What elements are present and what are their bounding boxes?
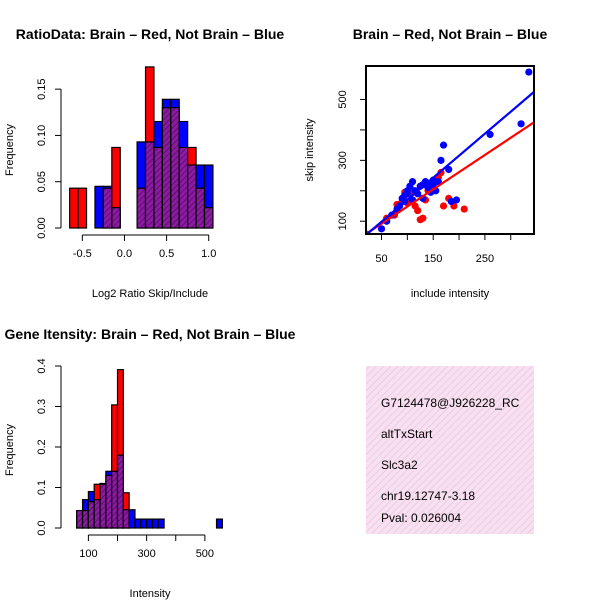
ratio-bar-notbrain (94, 185, 104, 229)
ratio-bar-overlap-hatch (137, 188, 146, 228)
intensity-bar-notbrain (134, 518, 142, 529)
ratio-bar-overlap-hatch (103, 188, 112, 228)
intensity-bar-notbrain (146, 518, 154, 529)
info-location: chr19.12747-3.18 (381, 489, 475, 503)
intensity-x-label: Intensity (130, 588, 171, 600)
scatter-point-notbrain (452, 196, 461, 204)
info-panel: G7124478@J926228_RC altTxStart Slc3a2 ch… (366, 366, 534, 534)
ratio-bar-overlap-hatch (153, 147, 163, 228)
intensity-scatter: Brain – Red, Not Brain – Blue 50 150 250 10… (304, 26, 547, 300)
intensity-y-tick-label: 0.3 (36, 399, 48, 414)
scatter-point-notbrain (517, 120, 525, 128)
scatter-point-notbrain (437, 156, 445, 164)
ratio-bar-overlap-hatch (187, 165, 197, 228)
intensity-y-tick-label: 0.0 (36, 520, 48, 535)
scatter-x-tick-label: 150 (424, 253, 442, 265)
intensity-y-tick-label: 0.4 (36, 358, 48, 373)
ratio-bar-overlap-hatch (162, 107, 171, 228)
ratio-bar-overlap-hatch (145, 141, 154, 228)
intensity-x-tick-label: 500 (196, 548, 214, 560)
scatter-x-tick-label: 50 (375, 253, 387, 265)
scatter-point-brain (439, 202, 448, 210)
intensity-bar-overlap-hatch (88, 501, 95, 528)
intensity-bar-notbrain (140, 518, 148, 529)
ratio-x-tick-label: 1.0 (201, 248, 216, 260)
ratio-y-tick-label: 0.15 (36, 78, 48, 99)
intensity-y-tick-label: 0.2 (36, 439, 48, 454)
ratio-x-tick-label: 0.5 (159, 248, 174, 260)
scatter-point-brain (460, 205, 468, 213)
ratio-histogram-title: RatioData: Brain – Red, Not Brain – Blue (16, 26, 285, 42)
intensity-bar-notbrain (157, 518, 165, 529)
intensity-bar-notbrain (151, 518, 159, 529)
ratio-bar-brain (77, 187, 88, 229)
ratio-histogram: RatioData: Brain – Red, Not Brain – Blue… (4, 26, 284, 300)
scatter-y-label: skip intensity (304, 118, 316, 181)
scatter-point-notbrain (377, 225, 386, 233)
intensity-bar-overlap-hatch (123, 509, 130, 528)
ratio-y-tick-label: 0.00 (36, 217, 48, 238)
intensity-bar-overlap-hatch (100, 484, 106, 528)
scatter-point-notbrain (486, 130, 494, 139)
ratio-x-tick-label: -0.5 (73, 248, 92, 260)
intensity-y-tick-label: 0.1 (36, 480, 48, 495)
scatter-fit-line-notbrain (366, 91, 534, 234)
intensity-bar-notbrain (215, 518, 223, 529)
intensity-histogram-title: Gene Itensity: Brain – Red, Not Brain – … (5, 326, 296, 342)
ratio-x-label: Log2 Ratio Skip/Include (92, 288, 208, 300)
scatter-y-tick-label: 300 (337, 151, 349, 169)
scatter-point-brain (419, 214, 427, 222)
ratio-y-label: Frequency (4, 124, 16, 176)
ratio-y-tick-label: 0.10 (36, 125, 48, 146)
ratio-bar-brain (69, 187, 79, 229)
scatter-title: Brain – Red, Not Brain – Blue (353, 26, 548, 42)
ratio-bar-overlap-hatch (196, 188, 205, 228)
scatter-point-notbrain (439, 141, 448, 149)
scatter-point-notbrain (525, 68, 533, 76)
scatter-x-label: include intensity (411, 288, 490, 300)
scatter-fit-line-brain (366, 121, 534, 234)
intensity-bar-overlap-hatch (117, 455, 124, 528)
info-pval: Pval: 0.026004 (381, 511, 461, 525)
intensity-bar-overlap-hatch (76, 510, 83, 528)
ratio-bar-overlap-hatch (170, 107, 180, 228)
scatter-point-notbrain (403, 190, 411, 198)
info-probe-id: G7124478@J926228_RC (381, 396, 520, 410)
ratio-bar-overlap-hatch (204, 207, 213, 228)
intensity-bar-notbrain (128, 509, 136, 529)
intensity-bar-overlap-hatch (94, 499, 101, 528)
info-event-type: altTxStart (381, 427, 433, 441)
intensity-bar-overlap-hatch (111, 471, 118, 528)
ratio-x-tick-label: 0.0 (117, 248, 132, 260)
scatter-x-tick-label: 250 (476, 253, 494, 265)
ratio-bar-overlap-hatch (111, 207, 121, 228)
scatter-frame (365, 65, 535, 235)
intensity-bar-overlap-hatch (105, 475, 112, 528)
ratio-bar-overlap-hatch (179, 147, 188, 228)
scatter-plot-area (366, 68, 534, 234)
info-panel-hatch (366, 366, 534, 534)
ratio-y-tick-label: 0.05 (36, 171, 48, 192)
info-gene: Slc3a2 (381, 458, 418, 472)
intensity-bar-overlap-hatch (82, 510, 89, 528)
intensity-histogram: Gene Itensity: Brain – Red, Not Brain – … (4, 326, 296, 600)
scatter-y-tick-label: 500 (337, 90, 349, 108)
scatter-y-tick-label: 100 (337, 212, 349, 230)
scatter-point-notbrain (408, 178, 417, 186)
scatter-point-brain (414, 206, 422, 215)
intensity-x-tick-label: 300 (137, 548, 155, 560)
intensity-y-label: Frequency (4, 424, 16, 476)
scatter-point-notbrain (445, 165, 453, 174)
intensity-x-tick-label: 100 (79, 548, 97, 560)
